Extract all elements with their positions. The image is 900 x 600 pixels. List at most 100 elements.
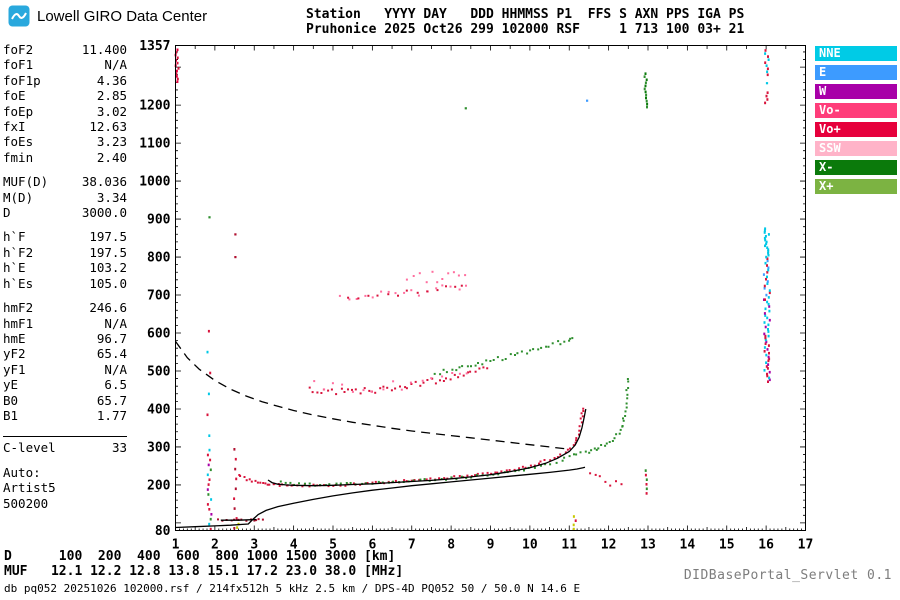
legend-item-w: W (815, 84, 897, 99)
legend-item-xplus: X+ (815, 179, 897, 194)
y-tick-label: 1200 (139, 99, 170, 114)
y-tick-label: 1100 (139, 137, 170, 152)
parameter-label: h`F2 (3, 244, 34, 260)
x-tick-label: 1 (172, 538, 180, 553)
parameter-label: Artist5 (3, 480, 56, 496)
parameter-row: B0 65.7 (3, 393, 127, 408)
parameter-label: foEp (3, 103, 34, 119)
parameter-row: C-level 33 (3, 440, 127, 455)
true-height-profile (175, 466, 586, 529)
muf-table-muf-line: MUF 12.1 12.2 12.8 13.8 15.1 17.2 23.0 3… (4, 563, 404, 579)
parameter-row: h`Es 105.0 (3, 276, 127, 291)
lowell-giro-logo-icon (8, 5, 30, 27)
parameter-group: C-level 33 (3, 436, 127, 455)
parameter-label: yE (3, 377, 19, 393)
parameter-row: MUF(D) 38.036 (3, 174, 127, 189)
parameter-row: h`E 103.2 (3, 260, 127, 275)
parameter-row: fxI 12.63 (3, 119, 127, 134)
parameter-value: 3.23 (96, 134, 127, 150)
parameter-group: MUF(D) 38.036 M(D) 3.34 D 3000.0 (3, 174, 127, 220)
parameter-row: foE 2.85 (3, 88, 127, 103)
muf-table-d-line: D 100 200 400 600 800 1000 1500 3000 [km… (4, 549, 396, 564)
x-tick-label: 7 (408, 538, 416, 553)
parameter-row: Artist5 (3, 480, 127, 495)
parameter-value: 3.34 (96, 189, 127, 205)
es-trace (220, 518, 257, 521)
parameter-row: hmE 96.7 (3, 331, 127, 346)
axis-ticks (175, 45, 806, 531)
x-tick-label: 5 (329, 538, 337, 553)
parameter-value: 38.036 (81, 174, 127, 190)
y-tick-label: 200 (147, 478, 171, 493)
y-tick-label: 700 (147, 289, 171, 304)
parameter-value: 3.02 (96, 103, 127, 119)
parameter-row: foEp 3.02 (3, 104, 127, 119)
x-tick-label: 6 (368, 538, 376, 553)
brand-title: Lowell GIRO Data Center (37, 7, 208, 25)
parameter-row: h`F2 197.5 (3, 245, 127, 260)
y-tick-label: 400 (147, 402, 171, 417)
legend-item-vominus: Vo- (815, 103, 897, 118)
parameter-value: 1.77 (96, 407, 127, 423)
servlet-version: DIDBasePortal_Servlet 0.1 (683, 568, 892, 583)
parameter-row: foF2 11.400 (3, 42, 127, 57)
x-tick-label: 17 (798, 538, 814, 553)
parameter-label: foF2 (3, 42, 34, 57)
x-tick-label: 15 (719, 538, 735, 553)
measurement-info: db pq052 20251026 102000.rsf / 214fx512h… (4, 582, 581, 595)
muf-transmission-curve (174, 341, 566, 450)
x-tick-label: 13 (640, 538, 656, 553)
parameter-label: foF1 (3, 57, 34, 73)
parameter-value: N/A (104, 361, 127, 377)
x-tick-label: 8 (447, 538, 455, 553)
parameter-label: hmE (3, 330, 26, 346)
parameter-row: B1 1.77 (3, 408, 127, 423)
legend-item-e: E (815, 65, 897, 80)
parameter-row: yF1 N/A (3, 362, 127, 377)
muf-table: D 100 200 400 600 800 1000 1500 3000 [km… (4, 549, 404, 579)
y-tick-label: 300 (147, 440, 171, 455)
parameter-label: h`Es (3, 275, 34, 291)
station-header: Station YYYY DAY DDD HHMMSS P1 FFS S AXN… (306, 7, 744, 37)
parameter-label: B0 (3, 392, 19, 408)
station-header-line2: Pruhonice 2025 Oct26 299 102000 RSF 1 71… (306, 22, 745, 37)
parameter-row: hmF1 N/A (3, 316, 127, 331)
y-tick-label: 80 (155, 524, 171, 539)
parameter-row: h`F 197.5 (3, 229, 127, 244)
parameter-value: 3000.0 (81, 205, 127, 221)
parameter-value: N/A (104, 315, 127, 331)
parameter-label: hmF2 (3, 300, 34, 316)
parameter-row: hmF2 246.6 (3, 300, 127, 315)
parameter-row: fmin 2.40 (3, 150, 127, 165)
parameter-group: foF2 11.400 foF1 N/A foF1p 4.36 foE 2.85 foEp 3.0… (3, 42, 127, 165)
parameter-value: 103.2 (89, 260, 127, 276)
legend-item-xminus: X- (815, 160, 897, 175)
x-tick-label: 4 (290, 538, 298, 553)
parameter-value: 6.5 (104, 377, 127, 393)
parameter-value: 197.5 (89, 229, 127, 245)
parameter-value: 246.6 (89, 300, 127, 316)
parameter-value: N/A (104, 57, 127, 73)
station-header-line1: Station YYYY DAY DDD HHMMSS P1 FFS S AXN… (306, 7, 745, 22)
legend-item-voplus: Vo+ (815, 122, 897, 137)
parameter-value: 4.36 (96, 72, 127, 88)
parameter-row: yF2 65.4 (3, 346, 127, 361)
parameter-label: yF2 (3, 346, 26, 362)
parameter-label: fmin (3, 149, 34, 165)
plot-frame (175, 45, 806, 531)
parameter-value: 11.400 (81, 42, 127, 57)
y-tick-label: 600 (147, 327, 171, 342)
parameter-group: hmF2 246.6 hmF1 N/A hmE 96.7 yF2 65.4 yF1 N/A yE 6.… (3, 300, 127, 423)
parameter-value: 65.7 (96, 392, 127, 408)
x-tick-label: 12 (601, 538, 617, 553)
parameter-value: 12.63 (89, 119, 127, 135)
parameter-row: yE 6.5 (3, 377, 127, 392)
parameter-label: D (3, 205, 11, 221)
parameter-label: yF1 (3, 361, 26, 377)
legend-item-nne: NNE (815, 46, 897, 61)
x-tick-label: 16 (758, 538, 774, 553)
parameter-row: foEs 3.23 (3, 134, 127, 149)
parameter-panel: foF2 11.400 foF1 N/A foF1p 4.36 foE 2.85 foEp 3.0… (3, 42, 127, 520)
